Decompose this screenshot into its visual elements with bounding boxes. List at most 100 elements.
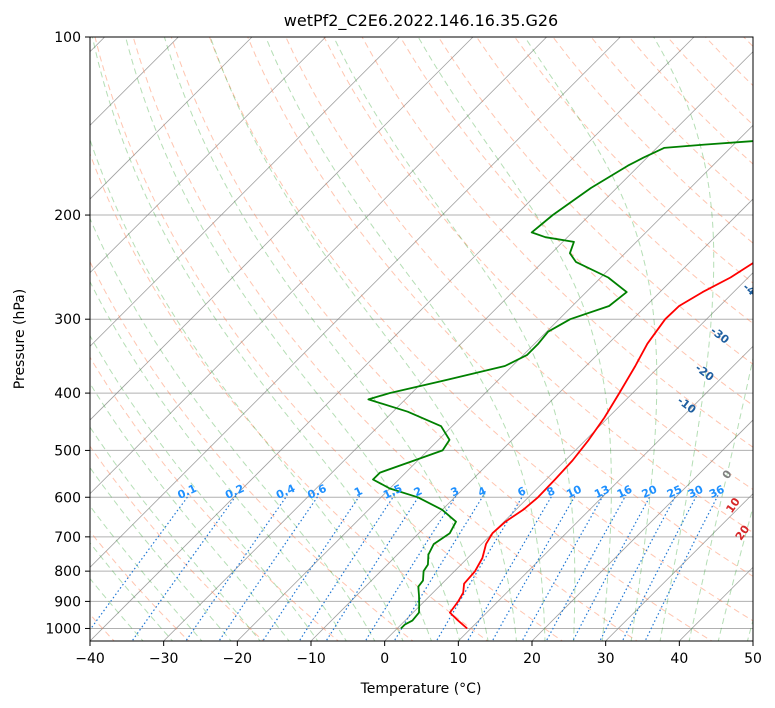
- mixing-ratio-label-16: 30: [686, 483, 706, 501]
- x-tick-label-9: 50: [744, 651, 762, 667]
- x-tick-label-8: 40: [670, 651, 688, 667]
- x-tick-label-6: 20: [523, 651, 541, 667]
- isotherm--80: [90, 37, 400, 347]
- moist-adiabat-16: [209, 37, 518, 641]
- y-tick-label-3: 400: [54, 386, 81, 402]
- mixing-ratio-label-17: 36: [707, 483, 727, 501]
- moist-adiabat--12: [90, 334, 319, 641]
- dry-adiabat-40: [170, 37, 713, 641]
- mixing-ratio-label-13: 16: [615, 483, 635, 501]
- mixing-ratio-13: [521, 494, 604, 641]
- y-tick-label-9: 1000: [45, 621, 81, 637]
- dry-adiabat-30: [132, 37, 638, 641]
- y-axis: 100 200 300 400 500 600 700 800 900 1000: [45, 30, 90, 637]
- y-tick-label-1: 200: [54, 208, 81, 224]
- x-tick-label-0: −40: [75, 651, 105, 667]
- isotherm-20: [531, 419, 753, 641]
- dry-adiabat-80: [323, 37, 753, 491]
- chart-title: wetPf2_C2E6.2022.146.16.35.G26: [284, 11, 558, 31]
- mixing-ratio-label-12: 13: [592, 483, 611, 501]
- dry-adiabat-20: [94, 37, 564, 641]
- isotherm--50: [90, 37, 621, 568]
- dry-adiabat-120: [476, 37, 753, 325]
- mixing-ratio-16: [545, 494, 627, 641]
- moist-adiabat--28: [90, 505, 203, 641]
- dry-adiabat-0: [90, 260, 414, 641]
- mixing-ratio-4: [393, 494, 485, 641]
- moist-adiabat-24: [333, 37, 576, 641]
- x-tick-label-3: −10: [296, 651, 326, 667]
- mixing-ratio-lines: [90, 494, 719, 641]
- mixing-ratio-8: [466, 494, 553, 641]
- dry-adiabat--20: [90, 445, 265, 641]
- y-tick-label-0: 100: [54, 30, 81, 46]
- isotherm--10: [310, 198, 753, 641]
- isotherm--40: [90, 37, 695, 641]
- y-tick-label-6: 700: [54, 530, 81, 546]
- moist-adiabat--32: [90, 542, 174, 641]
- moist-adiabat-4: [91, 37, 432, 641]
- dry-adiabat-70: [285, 37, 753, 534]
- dry-adiabat-60: [247, 37, 753, 577]
- mixing-ratio-0.1: [90, 494, 190, 631]
- isotherm--20: [237, 124, 753, 641]
- dry-adiabat--10: [90, 356, 339, 641]
- moist-adiabat-28: [417, 37, 612, 641]
- mixing-ratio-label-14: 20: [640, 483, 660, 501]
- y-tick-label-2: 300: [54, 312, 81, 328]
- dry-adiabats: [90, 37, 753, 641]
- moist-adiabat-44: [717, 505, 753, 641]
- x-axis-label: Temperature (°C): [360, 681, 482, 697]
- dry-adiabat-100: [399, 37, 753, 407]
- isotherm-0: [384, 272, 753, 641]
- mixing-ratio-20: [572, 494, 652, 641]
- moist-adiabat-0: [90, 138, 404, 641]
- y-tick-label-4: 500: [54, 443, 81, 459]
- isotherm-10: [458, 345, 753, 641]
- dry-adiabat-50: [209, 37, 753, 622]
- isotherm--30: [163, 51, 753, 641]
- moist-adiabat-20: [265, 37, 546, 641]
- dewpoint-profile: [367, 140, 753, 630]
- isotherm--60: [90, 37, 547, 495]
- dry-adiabat-130: [514, 37, 753, 284]
- mixing-ratio-10: [491, 494, 577, 641]
- x-tick-label-5: 10: [449, 651, 467, 667]
- x-tick-label-1: −30: [149, 651, 179, 667]
- mixing-ratio-label-11: 10: [564, 483, 584, 501]
- moist-adiabats: [90, 37, 753, 641]
- moist-adiabat-36: [653, 37, 715, 641]
- y-tick-label-8: 900: [54, 594, 81, 610]
- sounding-profiles: [367, 140, 753, 630]
- y-tick-label-5: 600: [54, 490, 81, 506]
- y-axis-label: Pressure (hPa): [12, 289, 28, 389]
- x-axis: −40 −30 −20 −10 0 10 20 30 40 50: [75, 641, 762, 667]
- x-tick-label-7: 30: [597, 651, 615, 667]
- plot-area: -100-90-80-70-60-50-40-30-20-10010203040…: [90, 37, 753, 641]
- moist-adiabat--36: [90, 577, 144, 641]
- mixing-ratio-1: [262, 494, 361, 641]
- x-tick-label-2: −20: [223, 651, 253, 667]
- mixing-ratio-0.6: [218, 494, 320, 641]
- isotherm-grid: [90, 37, 753, 641]
- moist-adiabat-40: [688, 355, 753, 641]
- moist-adiabat--24: [90, 466, 232, 641]
- isobar-grid: [90, 37, 753, 629]
- moist-adiabat-12: [163, 37, 489, 641]
- temperature-profile: [448, 262, 753, 630]
- x-tick-label-4: 0: [380, 651, 389, 667]
- dry-adiabat-110: [437, 37, 753, 365]
- plot-frame: [89, 36, 754, 642]
- isotherm--90: [90, 37, 326, 274]
- moist-adiabat--16: [90, 382, 290, 641]
- isotherm--70: [90, 37, 474, 421]
- isotherm--100: [90, 37, 253, 200]
- isotherm-30: [605, 493, 753, 641]
- moist-adiabat-32: [524, 37, 658, 641]
- moist-adiabat--20: [90, 426, 261, 641]
- y-tick-label-7: 800: [54, 564, 81, 580]
- dry-adiabat-90: [361, 37, 753, 448]
- moist-adiabat--4: [90, 217, 376, 641]
